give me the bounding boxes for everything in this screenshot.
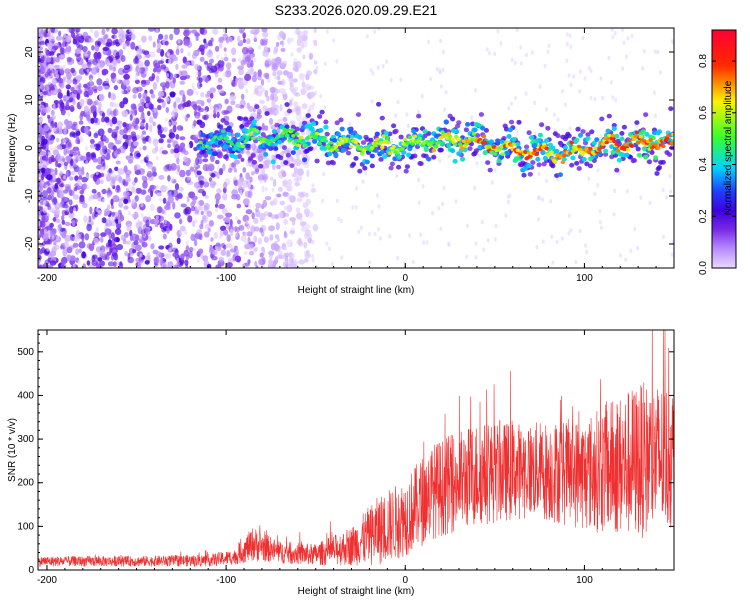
y-tick-label: 10 [24, 94, 35, 106]
y-tick-label: 400 [17, 390, 34, 401]
y-tick-label: 200 [17, 478, 34, 489]
snr-x-label: Height of straight line (km) [298, 586, 415, 597]
x-tick-label: -100 [216, 273, 236, 284]
colorbar-frame [711, 29, 737, 269]
y-tick-label: 300 [17, 434, 34, 445]
y-tick-label: -10 [24, 188, 35, 203]
colorbar: 0.0 0.2 0.4 0.6 0.8 Normalized spectral ampl… [698, 29, 737, 275]
x-tick-label: 0 [402, 575, 408, 586]
snr-axis-ticks: -200 -100 0 100 0 100 200 300 400 500 [17, 330, 675, 586]
colorbar-tick-label: 0.8 [698, 54, 709, 68]
spectrogram-x-label: Height of straight line (km) [298, 285, 415, 296]
spectrogram-heatmap [38, 28, 674, 268]
colorbar-label: Normalized spectral amplitude [723, 80, 734, 215]
colorbar-tick-label: 0.2 [698, 209, 709, 223]
y-tick-label: 0 [28, 565, 34, 576]
x-tick-label: 100 [576, 575, 593, 586]
spectrogram-y-label: Frequency (Hz) [7, 114, 18, 183]
colorbar-tick-label: 0.6 [698, 105, 709, 119]
colorbar-tick-label: 0.0 [698, 261, 709, 275]
x-tick-label: -200 [37, 273, 57, 284]
x-tick-label: 0 [402, 273, 408, 284]
colorbar-tick-label: 0.4 [698, 157, 709, 171]
snr-frame [37, 329, 675, 571]
x-tick-label: 100 [576, 273, 593, 284]
snr-series-line [38, 330, 674, 568]
x-tick-label: -200 [37, 575, 57, 586]
y-tick-label: 100 [17, 521, 34, 532]
y-tick-label: 0 [24, 145, 35, 151]
y-tick-label: 500 [17, 347, 34, 358]
x-tick-label: -100 [216, 575, 236, 586]
y-tick-label: 20 [24, 46, 35, 58]
colorbar-gradient [712, 30, 736, 268]
snr-y-label: SNR (10 * v/v) [7, 418, 18, 482]
chart-title: S233.2026.020.09.29.E21 [275, 2, 438, 18]
colorbar-ticks: 0.0 0.2 0.4 0.6 0.8 [698, 54, 736, 275]
y-tick-label: -20 [24, 236, 35, 251]
snr-panel: -200 -100 0 100 0 100 200 300 400 500 Height of s… [7, 329, 675, 597]
